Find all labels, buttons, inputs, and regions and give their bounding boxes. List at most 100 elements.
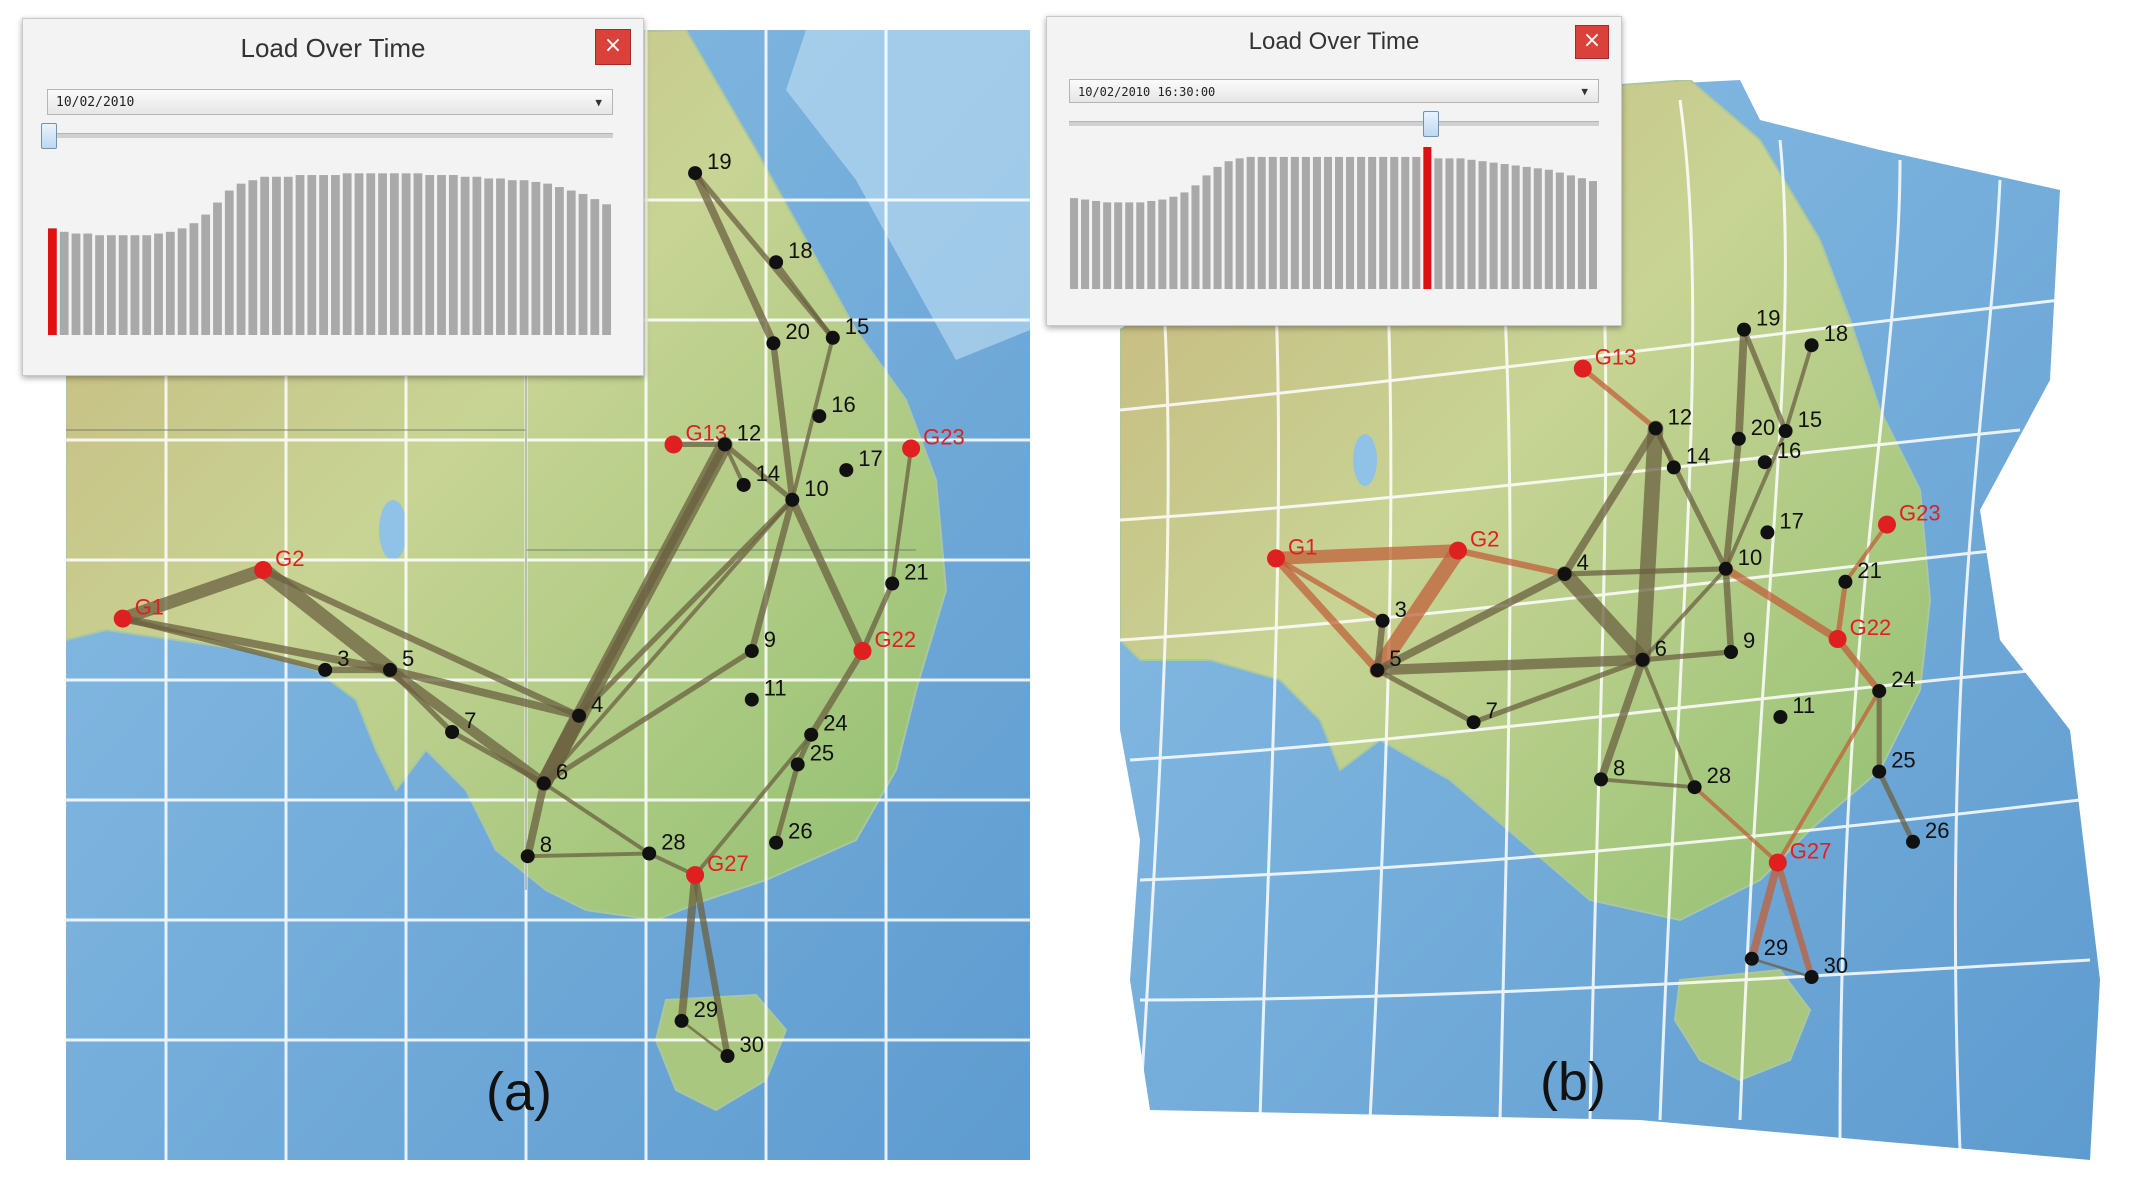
date-select[interactable]: 10/02/2010 ▼ bbox=[47, 89, 613, 115]
bus-node-28[interactable] bbox=[1687, 780, 1702, 795]
bus-node-6[interactable] bbox=[1635, 652, 1650, 667]
load-bar[interactable] bbox=[602, 204, 611, 335]
load-bar[interactable] bbox=[1412, 156, 1421, 289]
load-bar[interactable] bbox=[1213, 166, 1222, 289]
load-bar[interactable] bbox=[578, 193, 588, 335]
load-bar[interactable] bbox=[1290, 156, 1299, 289]
load-over-time-window-a[interactable]: Load Over Time × 10/02/2010 ▼ bbox=[22, 18, 644, 376]
generator-node-g27[interactable] bbox=[686, 866, 705, 885]
load-bar[interactable] bbox=[1346, 156, 1355, 289]
bus-node-8[interactable] bbox=[520, 849, 535, 864]
date-select[interactable]: 10/02/2010 16:30:00 ▼ bbox=[1069, 79, 1599, 103]
generator-node-g22[interactable] bbox=[1828, 630, 1847, 648]
load-bar[interactable] bbox=[248, 180, 258, 335]
load-bar[interactable] bbox=[555, 187, 564, 335]
bus-node-4[interactable] bbox=[1557, 567, 1572, 581]
load-over-time-window-b[interactable]: Load Over Time × 10/02/2010 16:30:00 ▼ bbox=[1046, 16, 1622, 326]
load-bar-chart-a[interactable] bbox=[47, 159, 613, 335]
load-bar[interactable] bbox=[1401, 156, 1410, 289]
load-bar[interactable] bbox=[1169, 196, 1178, 289]
load-bar[interactable] bbox=[1588, 181, 1597, 289]
load-bar[interactable] bbox=[519, 180, 529, 335]
load-bar[interactable] bbox=[425, 175, 435, 335]
load-bar[interactable] bbox=[1390, 156, 1399, 289]
bus-node-9[interactable] bbox=[744, 644, 759, 658]
bus-node-25[interactable] bbox=[1872, 764, 1887, 779]
load-bar[interactable] bbox=[1467, 159, 1476, 289]
load-bar[interactable] bbox=[448, 175, 458, 335]
load-bar[interactable] bbox=[236, 183, 246, 335]
load-bar[interactable] bbox=[342, 173, 352, 335]
generator-node-g1[interactable] bbox=[1267, 549, 1285, 568]
load-bar[interactable] bbox=[1246, 156, 1255, 289]
load-bar[interactable] bbox=[1357, 156, 1366, 289]
load-bar[interactable] bbox=[507, 180, 517, 335]
load-bar[interactable] bbox=[1257, 156, 1266, 289]
load-bar[interactable] bbox=[1158, 199, 1167, 289]
load-bar[interactable] bbox=[95, 235, 104, 335]
bus-node-19[interactable] bbox=[1737, 322, 1751, 337]
bus-node-7[interactable] bbox=[445, 725, 460, 739]
bus-node-20[interactable] bbox=[1731, 431, 1746, 446]
bus-node-12[interactable] bbox=[717, 437, 732, 452]
load-bar[interactable] bbox=[1279, 156, 1288, 289]
load-bar[interactable] bbox=[378, 173, 387, 335]
generator-node-g13[interactable] bbox=[1573, 359, 1592, 378]
load-bar[interactable] bbox=[1335, 156, 1344, 289]
load-bar[interactable] bbox=[460, 176, 470, 335]
load-bar[interactable] bbox=[566, 190, 576, 335]
bus-node-21[interactable] bbox=[885, 576, 900, 591]
load-bar[interactable] bbox=[590, 199, 600, 335]
load-bar[interactable] bbox=[1566, 175, 1575, 289]
bus-node-5[interactable] bbox=[383, 662, 397, 677]
load-bar[interactable] bbox=[272, 176, 281, 335]
load-bar[interactable] bbox=[1103, 202, 1112, 289]
load-bar[interactable] bbox=[1312, 156, 1321, 289]
bus-node-12[interactable] bbox=[1648, 421, 1663, 436]
load-bar[interactable] bbox=[1147, 200, 1156, 289]
bus-node-3[interactable] bbox=[1375, 613, 1390, 628]
bus-node-15[interactable] bbox=[825, 330, 840, 345]
bus-node-26[interactable] bbox=[769, 835, 784, 850]
load-bar[interactable] bbox=[1202, 175, 1211, 289]
load-bar[interactable] bbox=[1489, 162, 1498, 289]
load-bar[interactable] bbox=[1235, 158, 1244, 289]
load-bar[interactable] bbox=[154, 233, 163, 335]
load-bar[interactable] bbox=[118, 235, 128, 335]
load-bar[interactable] bbox=[437, 175, 446, 335]
generator-node-g1[interactable] bbox=[113, 609, 132, 628]
bus-node-15[interactable] bbox=[1778, 424, 1793, 438]
bus-node-3[interactable] bbox=[318, 662, 333, 677]
bus-node-6[interactable] bbox=[536, 776, 551, 791]
load-bar[interactable] bbox=[1522, 166, 1531, 289]
load-bar[interactable] bbox=[1191, 185, 1200, 289]
bus-node-16[interactable] bbox=[1757, 455, 1772, 470]
load-bar-selected[interactable] bbox=[1423, 147, 1432, 289]
bus-node-14[interactable] bbox=[736, 477, 751, 492]
generator-node-g2[interactable] bbox=[254, 561, 273, 579]
bus-node-14[interactable] bbox=[1666, 460, 1681, 475]
close-button[interactable]: × bbox=[595, 29, 631, 65]
load-bar[interactable] bbox=[1114, 202, 1123, 289]
load-bar[interactable] bbox=[1555, 172, 1564, 289]
load-bar[interactable] bbox=[1379, 156, 1388, 289]
load-bar[interactable] bbox=[413, 173, 423, 335]
bus-node-24[interactable] bbox=[804, 727, 819, 742]
bus-node-10[interactable] bbox=[1718, 561, 1733, 576]
load-bar[interactable] bbox=[142, 235, 152, 335]
load-bar[interactable] bbox=[1092, 200, 1101, 289]
load-bar[interactable] bbox=[1456, 158, 1465, 289]
bus-node-29[interactable] bbox=[674, 1013, 689, 1028]
load-bar[interactable] bbox=[354, 173, 364, 335]
load-bar[interactable] bbox=[1368, 156, 1377, 289]
load-bar[interactable] bbox=[177, 228, 187, 335]
bus-node-21[interactable] bbox=[1838, 574, 1853, 589]
load-bar[interactable] bbox=[366, 173, 376, 335]
load-bar[interactable] bbox=[496, 178, 505, 335]
bus-node-10[interactable] bbox=[785, 492, 800, 507]
bus-node-30[interactable] bbox=[1804, 970, 1819, 984]
bus-node-20[interactable] bbox=[766, 336, 781, 351]
load-bar[interactable] bbox=[543, 183, 553, 335]
load-bar[interactable] bbox=[59, 231, 69, 335]
bus-node-29[interactable] bbox=[1744, 951, 1759, 966]
